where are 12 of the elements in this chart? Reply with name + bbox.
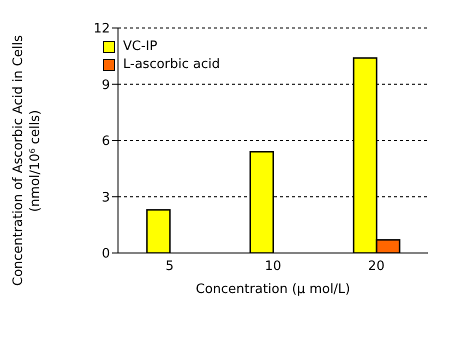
y-axis-title: Concentration of Ascorbic Acid in Cells (nmol/10⁶ cells)	[10, 34, 44, 288]
x-tick-label: 5	[166, 259, 174, 274]
x-tick-label: 10	[264, 259, 282, 274]
legend-label: L-ascorbic acid	[123, 56, 220, 74]
x-axis-title: Concentration (μ mol/L)	[196, 282, 350, 297]
y-tick-label: 0	[102, 246, 110, 262]
y-tick-label: 6	[102, 134, 110, 150]
y-tick-label: 9	[102, 78, 110, 93]
y-tick-label: 3	[102, 190, 110, 206]
x-tick-label: 20	[368, 259, 385, 274]
legend-label: VC-IP	[123, 38, 158, 56]
y-tick-label: 12	[93, 22, 110, 37]
